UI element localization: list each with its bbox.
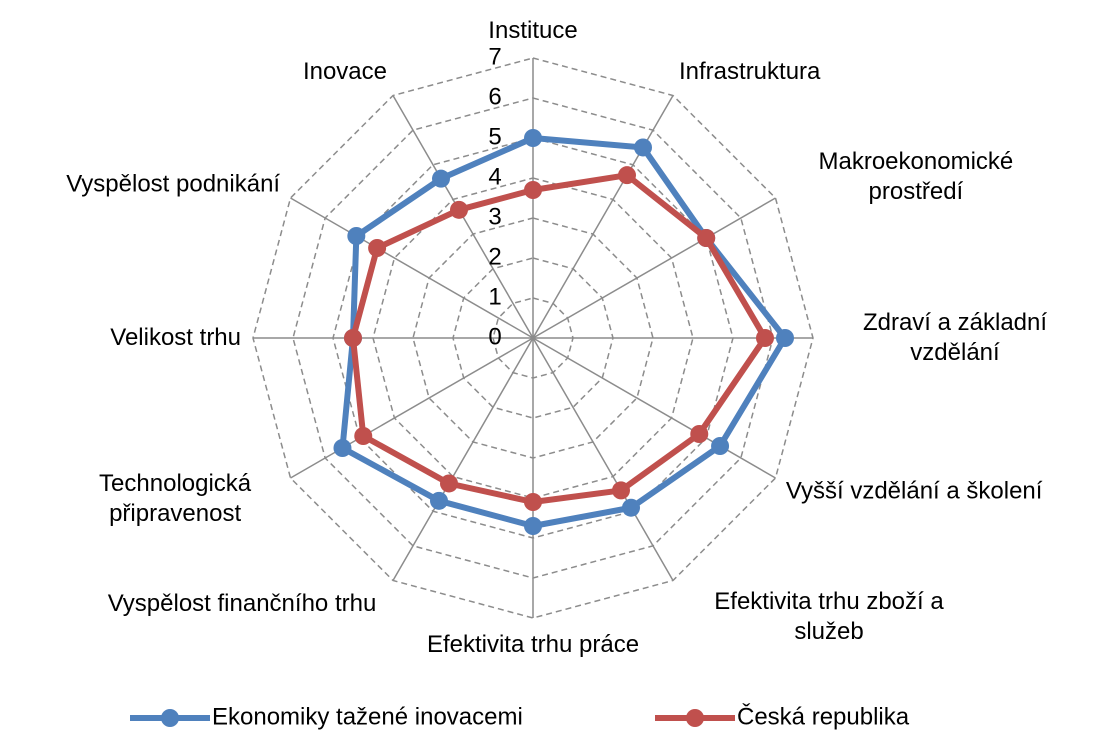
data-point: [440, 474, 458, 493]
category-label: Velikost trhu: [110, 324, 241, 351]
category-label: Technologická připravenost: [99, 470, 252, 527]
legend-marker: [686, 709, 704, 727]
spoke: [392, 337, 534, 581]
spoke: [532, 95, 674, 339]
y-tick-label: 4: [488, 163, 501, 190]
spoke: [532, 197, 776, 339]
y-tick-label: 6: [488, 83, 501, 110]
series-line: [339, 135, 788, 529]
data-point: [618, 166, 636, 185]
category-label: Makroekonomické prostředí: [818, 148, 1014, 205]
data-point: [524, 181, 542, 199]
y-tick-label: 2: [488, 243, 501, 270]
legend-label: Ekonomiky tažené inovacemi: [212, 703, 523, 730]
y-tick-label: 7: [488, 43, 501, 70]
data-point: [776, 329, 794, 347]
category-label: Zdraví a základní vzdělání: [862, 309, 1048, 366]
data-point: [354, 427, 373, 445]
data-point: [711, 437, 730, 455]
y-tick-label: 3: [488, 203, 501, 230]
data-point: [347, 227, 366, 245]
spoke: [290, 337, 534, 479]
category-label: Infrastruktura: [679, 58, 821, 86]
data-point: [368, 239, 387, 257]
data-point: [524, 493, 542, 511]
data-point: [524, 129, 542, 147]
data-point: [344, 329, 362, 347]
data-point: [524, 517, 542, 535]
legend-marker: [161, 709, 179, 727]
category-label: Efektivita trhu zboží a služeb: [714, 587, 944, 645]
category-label: Instituce: [488, 17, 578, 44]
data-point: [697, 229, 716, 247]
data-point: [612, 481, 630, 500]
category-label: Efektivita trhu práce: [426, 631, 640, 658]
spoke: [290, 197, 534, 339]
spoke: [532, 337, 776, 479]
data-point: [622, 498, 640, 517]
y-tick-label: 5: [488, 123, 501, 150]
data-point: [690, 425, 709, 443]
data-point: [432, 169, 450, 188]
data-point: [430, 491, 448, 510]
y-tick-label: 1: [488, 283, 501, 310]
data-point: [450, 200, 468, 219]
category-label: Vyspělost podnikání: [66, 170, 281, 198]
data-point: [634, 138, 652, 157]
spoke: [532, 337, 674, 581]
data-point: [333, 439, 352, 457]
category-label: Vyšší vzdělání a školení: [785, 477, 1043, 505]
y-tick-label: 0: [488, 323, 501, 350]
legend-label: Česká republika: [737, 702, 910, 730]
data-point: [756, 329, 774, 347]
category-label: Inovace: [302, 58, 387, 86]
category-label: Vyspělost finančního trhu: [107, 589, 377, 617]
